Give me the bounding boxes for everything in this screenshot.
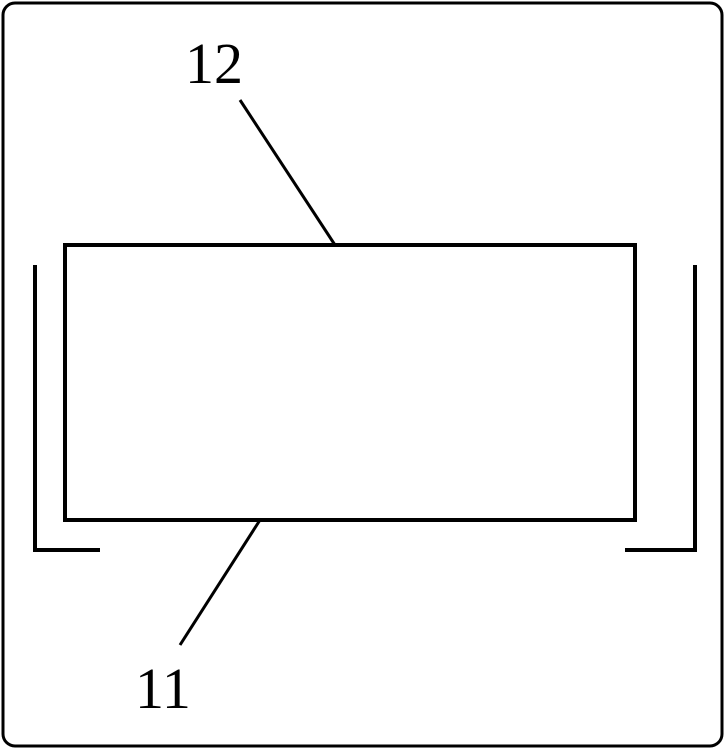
label-12: 12 [185, 30, 243, 97]
leader-line-bottom [180, 520, 260, 645]
main-rect [65, 245, 635, 520]
leader-line-top [240, 100, 335, 245]
left-bracket [35, 265, 100, 550]
label-11: 11 [135, 655, 191, 722]
outer-frame [3, 3, 722, 746]
